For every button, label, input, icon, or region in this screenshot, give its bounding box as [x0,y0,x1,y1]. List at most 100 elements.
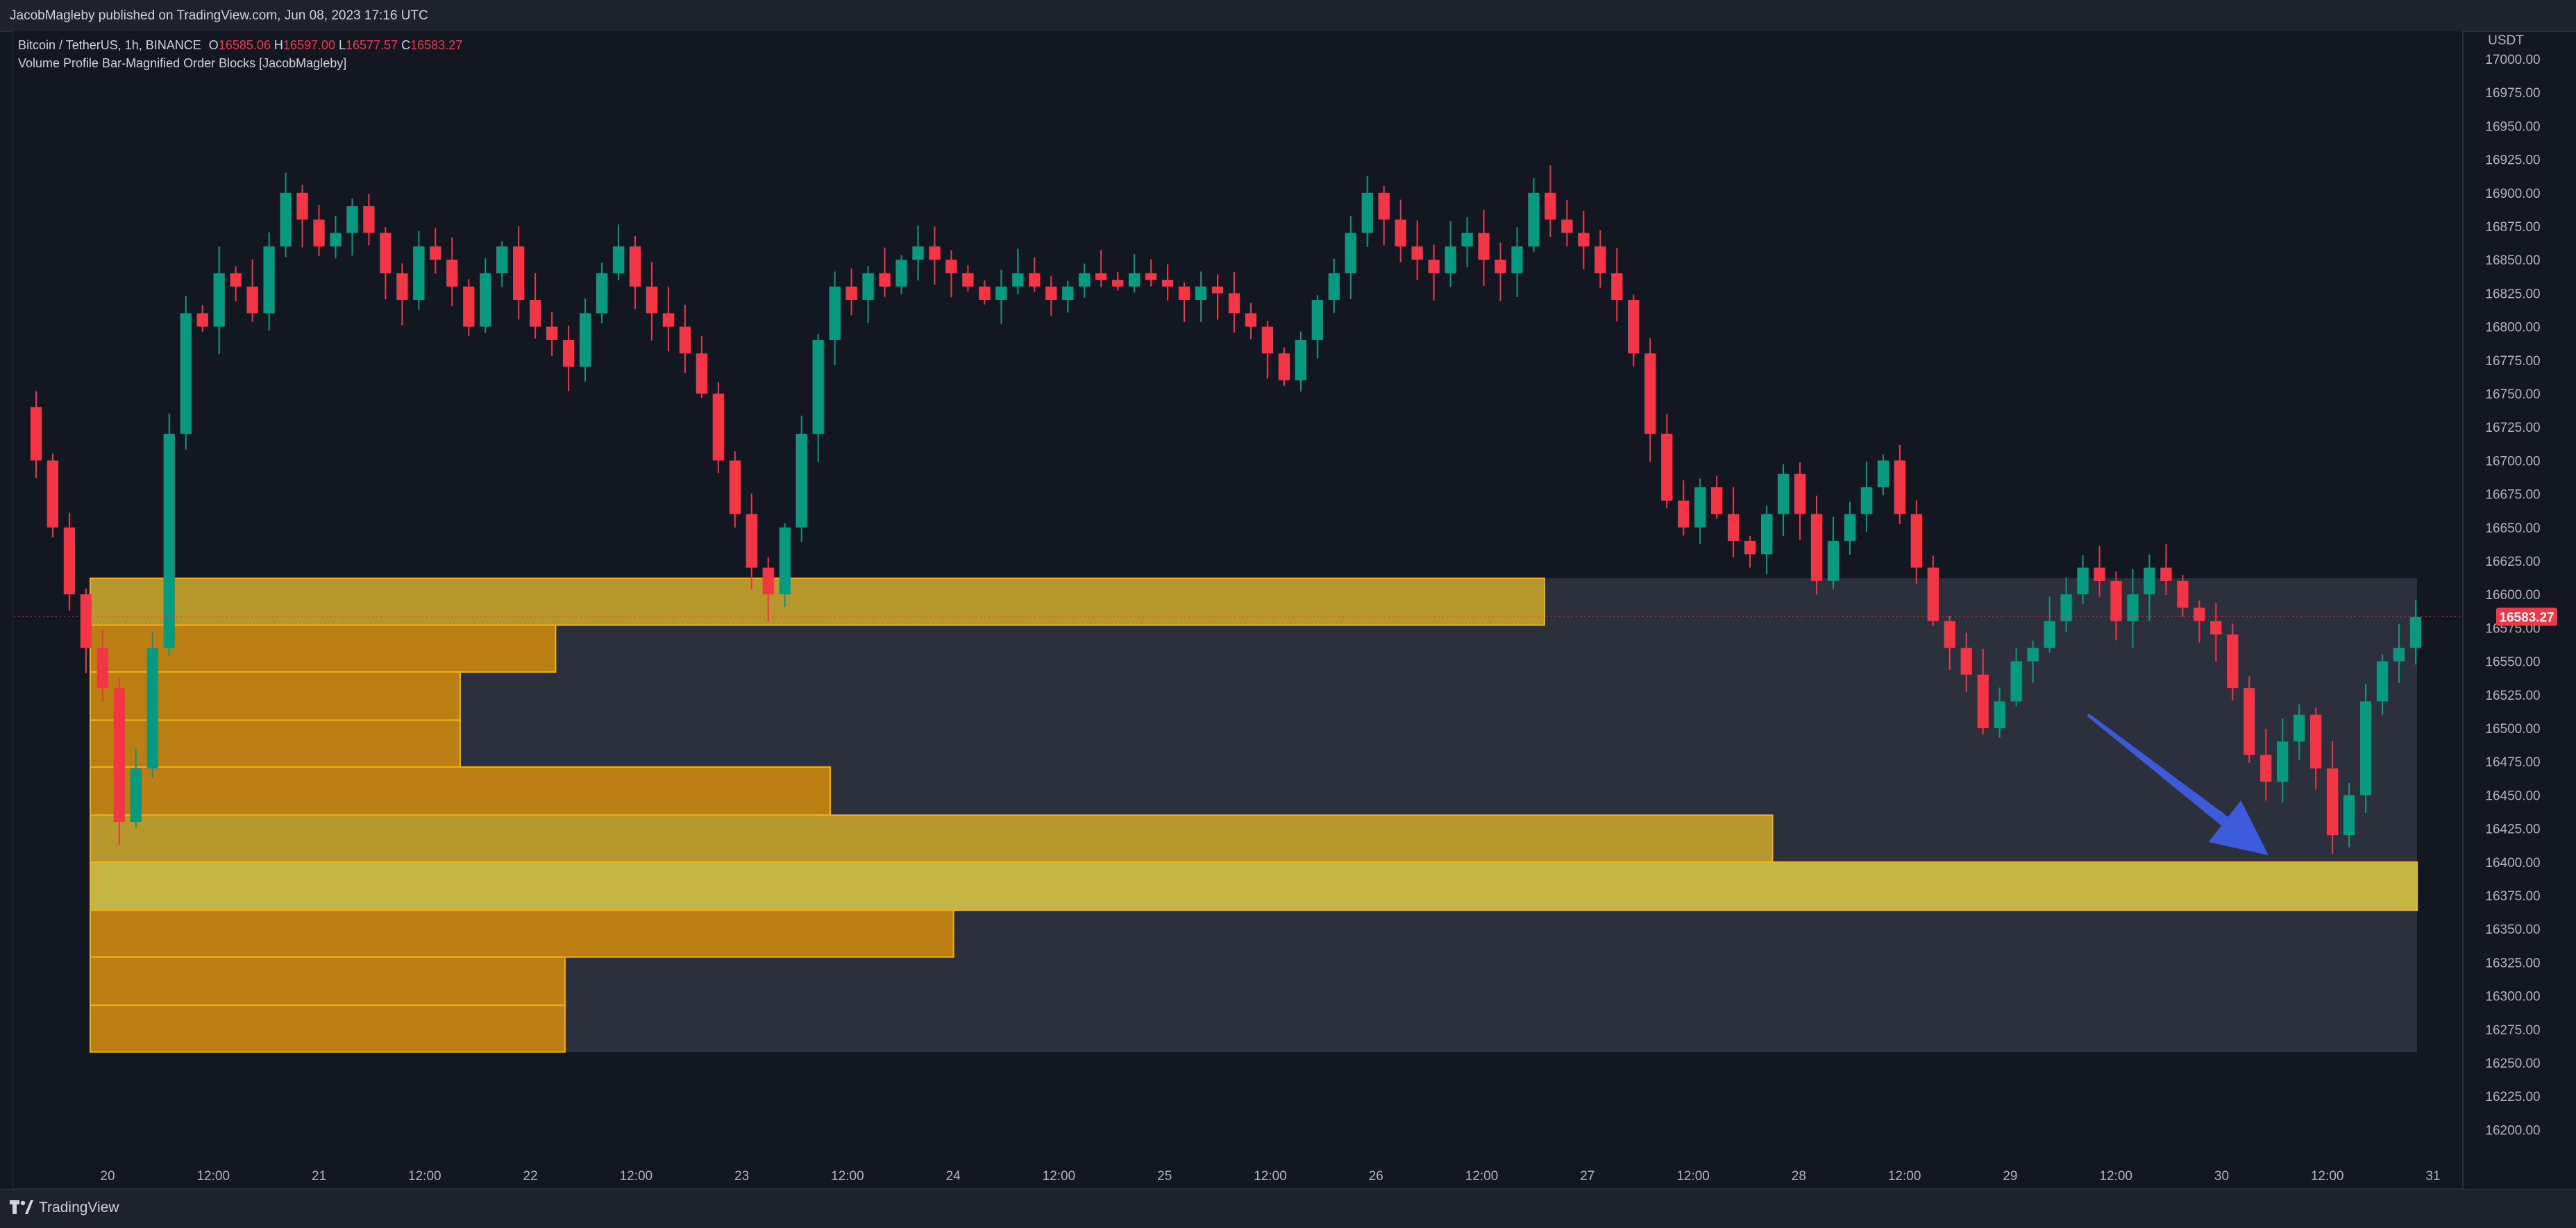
candle-body [330,233,342,246]
candle-body [146,648,158,768]
candle-body [30,407,42,461]
candle-body [1594,246,1606,274]
tradingview-logo[interactable]: TradingView [10,1200,119,1216]
time-tick-label: 25 [1157,1169,1172,1184]
candle-body [1128,273,1140,287]
candle-body [746,514,757,568]
candle-body [812,339,824,434]
price-tick-label: 17000.00 [2485,53,2540,67]
candle-body [1012,273,1024,287]
price-tick-label: 16325.00 [2485,956,2540,970]
volume-profile-bar [90,956,566,1007]
candle-body [2244,688,2255,755]
candle-body [1927,567,1939,621]
candle-body [1495,260,1506,274]
price-tick-label: 16300.00 [2485,990,2540,1004]
price-tick-label: 16750.00 [2485,387,2540,402]
candle-body [1245,313,1257,327]
candle-body [779,527,791,595]
candle-body [1278,353,1290,380]
tradingview-logo-icon [10,1200,33,1214]
time-tick-label: 12:00 [1676,1169,1710,1184]
candle-body [2044,621,2055,648]
time-tick-label: 12:00 [196,1169,230,1184]
candle-body [1578,233,1590,246]
time-tick-label: 12:00 [1043,1169,1076,1184]
candle-body [1960,648,1972,675]
candle-body [845,286,857,301]
volume-profile-layer [90,578,2418,1053]
candle-body [346,206,358,233]
candle-body [1261,326,1274,354]
candle-body [895,260,907,287]
candle-body [2110,580,2122,621]
candle-body [2376,661,2389,702]
candle-body [313,219,325,246]
candle-body [1877,460,1889,487]
candle-body [280,192,292,246]
time-tick-label: 27 [1580,1169,1594,1184]
bottom-bar: TradingView [0,1189,2576,1228]
candle-body [1977,674,1989,728]
symbol-title[interactable]: Bitcoin / TetherUS, 1h, BINANCE [18,38,201,52]
candle-body [629,246,641,287]
volume-profile-bar [90,624,557,673]
candle-body [2077,567,2089,595]
volume-profile-bar [90,909,954,958]
time-tick-label: 12:00 [2311,1169,2344,1184]
price-tick-label: 16600.00 [2485,588,2540,603]
candle-body [2210,621,2222,635]
candle-body [363,206,375,233]
price-tick-label: 16350.00 [2485,923,2540,937]
price-axis: USDT 17000.00 16975.00 16950.00 16925.00 1690… [2462,31,2557,1189]
price-tick-label: 16825.00 [2485,287,2540,301]
candle-body [1079,273,1091,287]
candle-body [1910,514,1922,568]
candle-body [729,460,741,514]
candle-body [80,594,92,648]
candle-body [2393,648,2405,662]
candle-body [862,273,874,301]
candle-body [1511,246,1523,274]
price-tick-label: 16725.00 [2485,421,2540,435]
time-tick-label: 21 [312,1169,326,1184]
candle-body [196,313,208,327]
candle-body [380,233,392,274]
candle-body [1711,487,1723,514]
candle-body [2144,567,2155,595]
candle-body [496,246,508,274]
volume-profile-bar [90,671,461,721]
candle-body [1195,286,1207,301]
candle-body [1611,273,1623,301]
candle-body [1628,300,1640,354]
price-tick-label: 16975.00 [2485,86,2540,101]
candle-body [995,286,1007,301]
time-tick-label: 12:00 [2099,1169,2132,1184]
candle-body [1528,192,1540,246]
candle-body [246,286,258,314]
price-tick-label: 16450.00 [2485,789,2540,803]
candle-body [1644,353,1656,434]
candle-body [1095,273,1107,280]
candle-body [962,273,974,287]
annotation-layer [2087,713,2268,856]
candle-body [2010,661,2022,702]
candle-body [945,260,957,274]
candle-body [396,273,408,301]
candle-body [1944,621,1955,648]
time-tick-label: 12:00 [831,1169,864,1184]
candle-body [912,246,924,260]
time-axis: 20 12:00 21 12:00 22 12:00 23 12:00 24 12:00 25 12:… [14,1169,2463,1189]
candle-body [1378,192,1390,220]
candle-body [2260,755,2272,782]
chart-canvas[interactable]: USDT 17000.00 16975.00 16950.00 16925.00 1690… [0,0,2576,1189]
candles-layer [14,165,2461,855]
indicator-title[interactable]: Volume Profile Bar-Magnified Order Block… [18,56,347,70]
candle-body [2359,701,2372,796]
candle-body [413,246,425,301]
candle-body [1145,273,1157,280]
candle-body [1029,273,1041,287]
price-tick-label: 16375.00 [2485,889,2540,904]
time-tick-label: 28 [1792,1169,1806,1184]
candle-body [2160,567,2172,581]
